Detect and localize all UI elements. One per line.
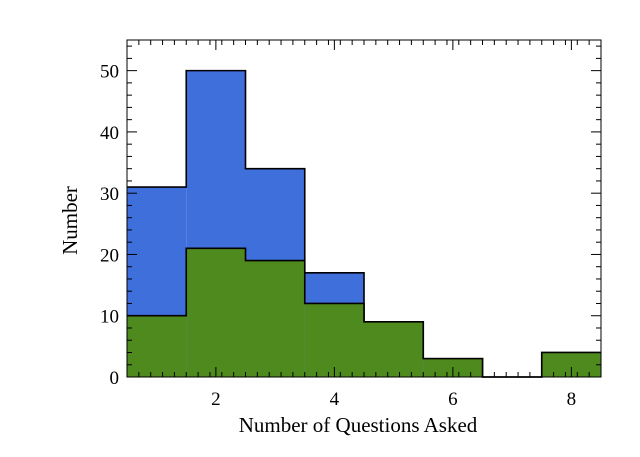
bar-series2-bin4	[304, 303, 364, 377]
bar-series2-bin1	[127, 315, 187, 377]
y-tick-label: 30	[100, 184, 119, 205]
labels-layer: 2 4 6 8 0 10 20 30 40 50	[100, 62, 576, 410]
series-layer	[127, 69, 601, 378]
y-axis-title: Number	[58, 186, 82, 255]
y-tick-label: 10	[100, 307, 119, 328]
bar-series2-bin5	[364, 321, 424, 377]
x-tick-label: 2	[211, 389, 221, 410]
y-tick-label: 50	[100, 62, 119, 83]
y-tick-label: 20	[100, 245, 119, 266]
x-axis-title: Number of Questions Asked	[239, 413, 478, 437]
y-tick-label: 40	[100, 123, 119, 144]
ticks-layer	[127, 40, 601, 378]
bar-series2-bin2	[186, 248, 246, 377]
bar-series2-bin3	[245, 260, 305, 377]
x-tick-label: 4	[330, 389, 340, 410]
y-tick-label: 0	[110, 368, 120, 389]
x-tick-label: 6	[448, 389, 458, 410]
x-tick-label: 8	[567, 389, 577, 410]
